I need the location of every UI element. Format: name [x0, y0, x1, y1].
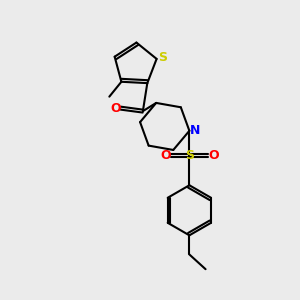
Text: N: N	[190, 124, 200, 137]
Text: S: S	[158, 51, 167, 64]
Text: O: O	[110, 102, 121, 115]
Text: S: S	[185, 149, 194, 162]
Text: O: O	[160, 149, 170, 162]
Text: O: O	[208, 149, 219, 162]
